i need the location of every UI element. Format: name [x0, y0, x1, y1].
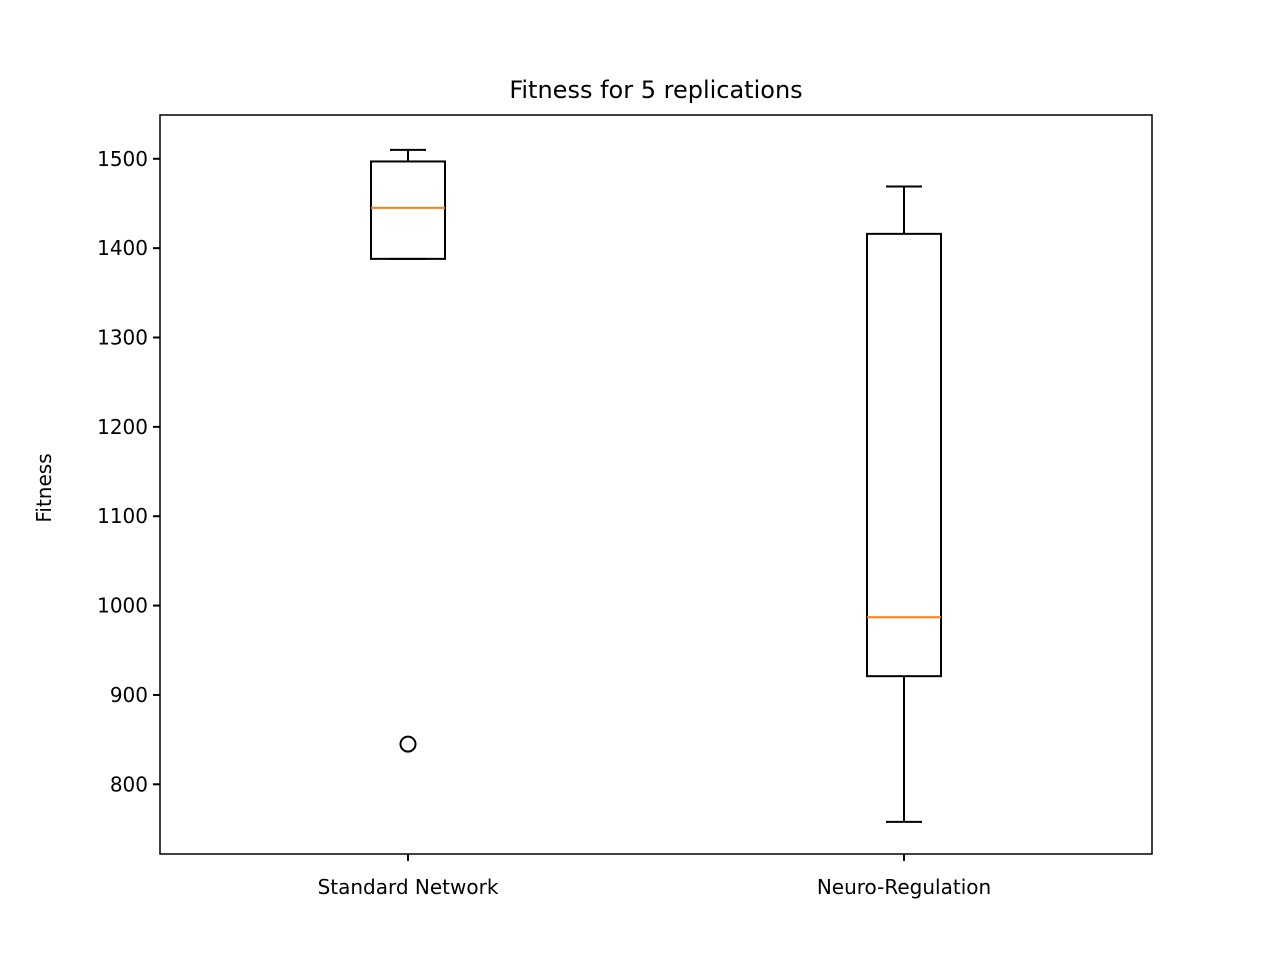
x-tick-label: Standard Network [318, 875, 499, 899]
plot-area-frame [159, 114, 1153, 855]
y-tick-label: 1300 [97, 326, 148, 350]
y-tick-label: 1500 [97, 147, 148, 171]
y-tick-label: 1200 [97, 415, 148, 439]
chart-title: Fitness for 5 replications [509, 76, 802, 104]
y-axis-label: Fitness [32, 453, 56, 522]
x-tick-label: Neuro-Regulation [817, 875, 991, 899]
y-tick-label: 800 [110, 772, 148, 796]
y-tick-label: 1000 [97, 594, 148, 618]
y-tick-label: 1100 [97, 504, 148, 528]
outlier-point [399, 735, 417, 753]
box-iqr [866, 232, 942, 678]
y-tick-label: 900 [110, 683, 148, 707]
plot-marks: 800 900 1000 1100 1200 1300 1400 1500 Standard N… [97, 147, 991, 899]
y-tick-label: 1400 [97, 236, 148, 260]
box-iqr [370, 160, 446, 260]
